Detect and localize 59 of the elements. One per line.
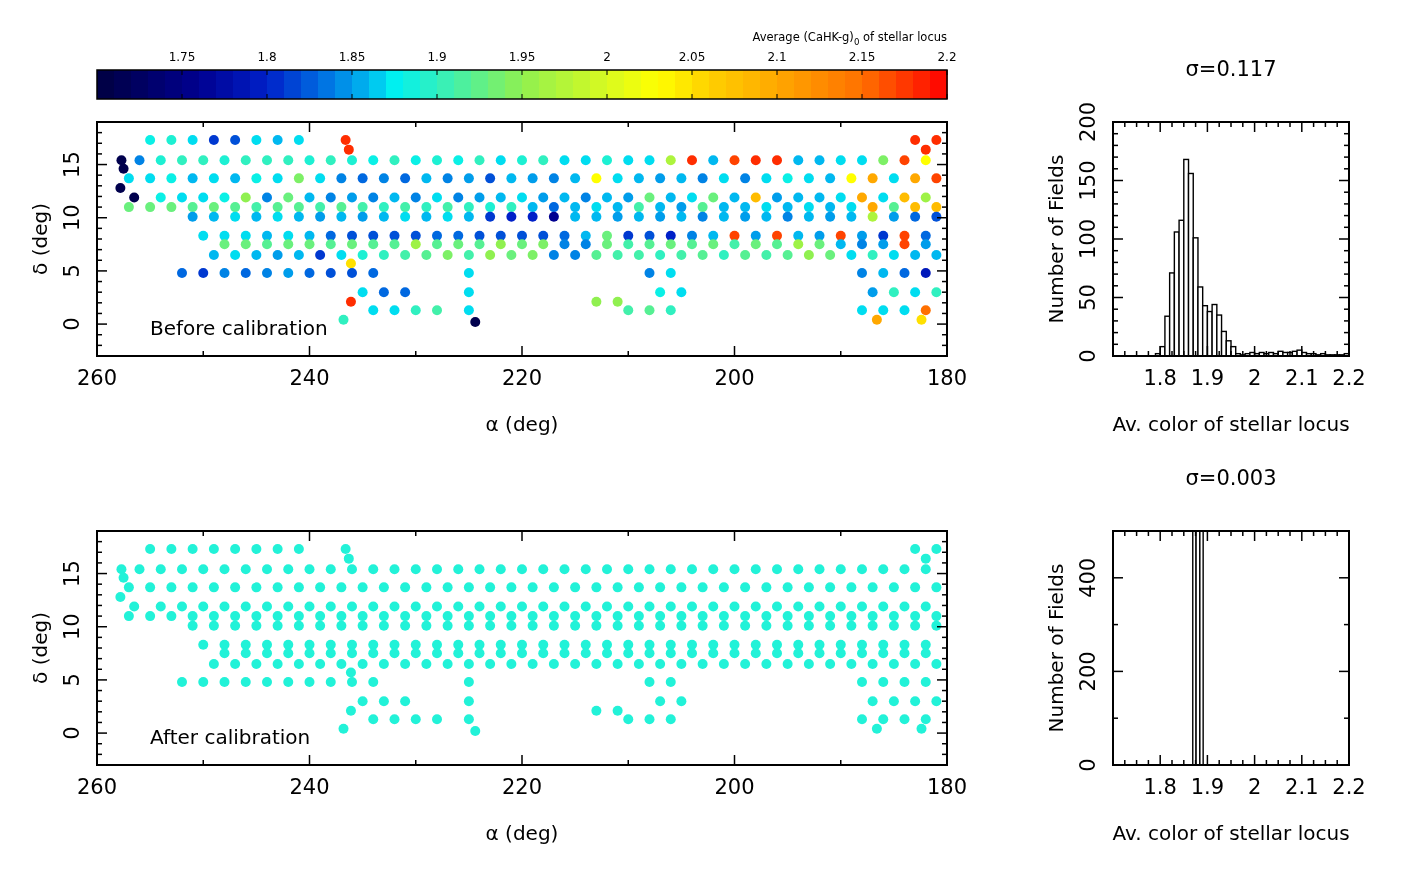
y-tick-label: 100: [1076, 218, 1100, 260]
color-bar-label: 2.05: [678, 50, 706, 64]
color-bar-label: 2.2: [937, 50, 957, 64]
color-bar-label: 1.8: [257, 50, 277, 64]
color-bar-label: 2.1: [767, 50, 787, 64]
x-tick-label: 180: [926, 775, 968, 799]
color-bar-label: 1.75: [168, 50, 196, 64]
y-tick-label: 0: [1076, 758, 1100, 772]
x-axis-title: α (deg): [485, 412, 559, 436]
x-axis-title: Av. color of stellar locus: [1112, 821, 1350, 845]
y-tick-label: 10: [60, 613, 84, 641]
x-tick-label: 2.2: [1332, 366, 1366, 390]
y-axis-title: δ (deg): [28, 612, 52, 684]
y-tick-label: 0: [1076, 349, 1100, 363]
y-tick-label: 5: [60, 264, 84, 278]
y-tick-label: 0: [60, 317, 84, 331]
annotation: After calibration: [150, 725, 311, 749]
y-tick-label: 5: [60, 673, 84, 687]
y-tick-label: 15: [60, 151, 84, 178]
y-axis-title: δ (deg): [28, 203, 52, 275]
color-bar-label: 2.15: [848, 50, 876, 64]
color-bar-label: 1.9: [427, 50, 447, 64]
chart-title: σ=0.117: [1185, 57, 1277, 81]
x-tick-label: 2: [1247, 366, 1262, 390]
x-tick-label: 240: [289, 775, 330, 799]
x-tick-label: 2: [1247, 775, 1262, 799]
y-tick-label: 15: [60, 560, 84, 587]
y-tick-label: 0: [60, 726, 84, 740]
y-tick-label: 200: [1076, 101, 1100, 143]
x-tick-label: 1.9: [1190, 366, 1225, 390]
color-bar-label: 1.95: [508, 50, 536, 64]
color-bar-title: Average (CaHK-g)$_{0}$ of stellar locus: [752, 30, 947, 47]
x-tick-label: 260: [76, 366, 118, 390]
y-tick-label: 150: [1076, 160, 1100, 201]
annotation: Before calibration: [150, 316, 328, 340]
x-tick-label: 180: [926, 366, 968, 390]
y-axis-title: Number of Fields: [1044, 563, 1068, 733]
x-tick-label: 2.2: [1332, 775, 1366, 799]
x-tick-label: 1.8: [1143, 775, 1177, 799]
y-axis-title: Number of Fields: [1044, 154, 1068, 324]
x-tick-label: 220: [501, 775, 543, 799]
color-bar-label: 2: [603, 50, 611, 64]
x-tick-label: 200: [714, 366, 755, 390]
x-tick-label: 2.1: [1285, 775, 1319, 799]
chart-title: σ=0.003: [1185, 466, 1277, 490]
x-tick-label: 1.9: [1190, 775, 1225, 799]
x-tick-label: 220: [501, 366, 543, 390]
y-tick-label: 400: [1076, 557, 1100, 598]
x-tick-label: 200: [714, 775, 755, 799]
y-tick-label: 10: [60, 204, 84, 232]
x-tick-label: 2.1: [1285, 366, 1319, 390]
x-tick-label: 1.8: [1143, 366, 1177, 390]
y-tick-label: 50: [1076, 284, 1100, 311]
x-axis-title: Av. color of stellar locus: [1112, 412, 1350, 436]
x-tick-label: 260: [76, 775, 118, 799]
x-tick-label: 240: [289, 366, 330, 390]
x-axis-title: α (deg): [485, 821, 559, 845]
y-tick-label: 200: [1076, 651, 1100, 692]
color-bar-label: 1.85: [338, 50, 366, 64]
